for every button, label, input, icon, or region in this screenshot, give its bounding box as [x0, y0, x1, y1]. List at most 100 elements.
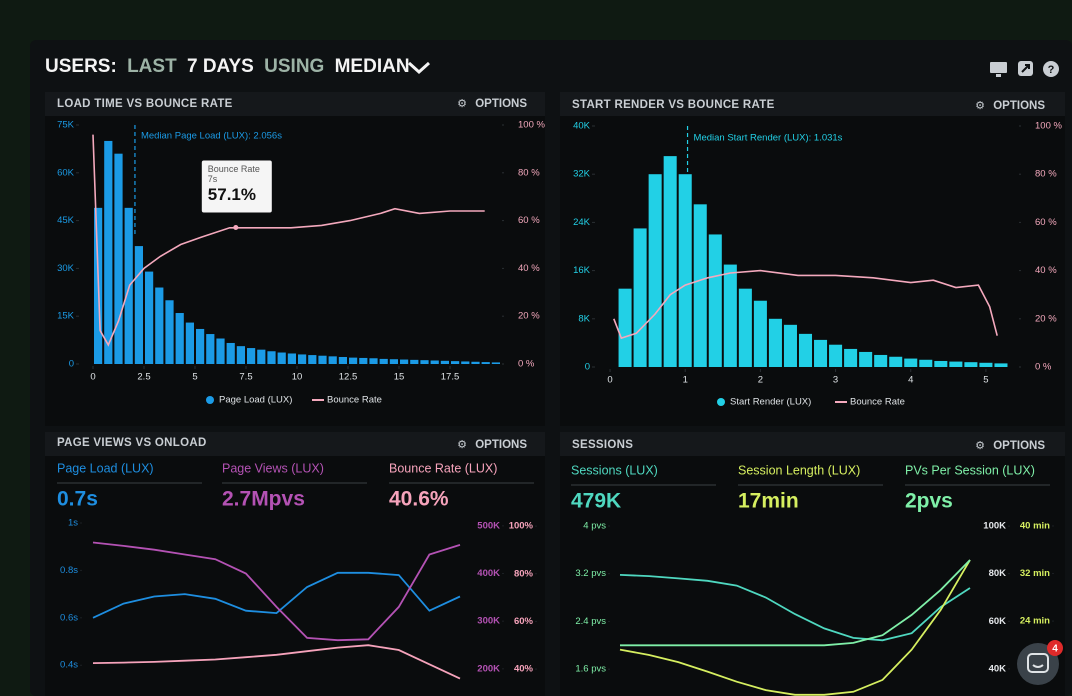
y2-tick-label: 20 %: [1035, 313, 1057, 324]
bar: [104, 140, 113, 364]
y3-tick-label: 32 min: [1020, 568, 1050, 579]
median-label: Median Page Load (LUX): 2.056s: [141, 131, 282, 142]
y-tick-label: 8K: [578, 313, 590, 324]
metric-label: Session Length (LUX): [738, 463, 860, 477]
y-tick-label: 1s: [68, 518, 78, 529]
panel-title: START RENDER VS BOUNCE RATE: [572, 99, 775, 111]
x-tick-label: 10: [292, 372, 303, 383]
y-tick-label: 24K: [573, 217, 591, 228]
bar: [196, 328, 205, 364]
bar: [185, 322, 194, 364]
y3-tick-label: 60%: [514, 616, 534, 627]
y2-tick-label: 500K: [477, 520, 500, 531]
bar: [155, 287, 164, 364]
bar: [114, 153, 123, 364]
y-tick-label: 4 pvs: [583, 520, 606, 531]
bar: [481, 362, 490, 364]
options-button[interactable]: OPTIONS: [475, 439, 527, 451]
title-part: USERS:: [45, 56, 117, 77]
tooltip-value: 57.1%: [208, 185, 256, 204]
bar: [349, 357, 358, 364]
header-title: USERS: LAST 7 DAYS USING MEDIAN: [45, 56, 410, 77]
x-tick-label: 2: [758, 375, 763, 386]
chat-widget[interactable]: 4: [1017, 640, 1063, 685]
x-tick-label: 1: [683, 375, 688, 386]
gear-icon[interactable]: ⚙: [457, 98, 467, 110]
y2-tick-label: 80 %: [1035, 169, 1057, 180]
badge-count: 4: [1052, 644, 1058, 655]
series-line: [92, 644, 461, 680]
y3-tick-label: 100%: [509, 521, 534, 532]
tooltip-box: [201, 160, 272, 213]
gear-icon[interactable]: ⚙: [457, 439, 467, 451]
bar: [663, 156, 677, 367]
bar: [430, 360, 439, 364]
metric-label: Page Load (LUX): [57, 461, 154, 475]
share-icon[interactable]: [1018, 61, 1033, 76]
bar: [618, 288, 632, 367]
bar: [267, 351, 276, 364]
dropdown-icon[interactable]: [407, 61, 431, 75]
y2-tick-label: 100 %: [1035, 121, 1062, 132]
bar: [359, 357, 368, 364]
y2-tick-label: 400K: [477, 568, 500, 579]
bar: [814, 339, 828, 367]
bounce-line: [613, 269, 998, 340]
legend-swatch: [717, 398, 725, 406]
options-button[interactable]: OPTIONS: [993, 100, 1045, 112]
metric-value: 2.7Mpvs: [222, 488, 305, 511]
bar: [798, 333, 813, 367]
metric-value: 40.6%: [389, 488, 449, 511]
gear-icon[interactable]: ⚙: [975, 440, 985, 452]
gear-icon[interactable]: ⚙: [975, 100, 985, 112]
x-tick-label: 15: [394, 372, 405, 383]
x-tick-label: 7.5: [239, 372, 252, 383]
legend-label: Bounce Rate: [850, 397, 905, 408]
bar: [904, 358, 918, 367]
svg-text:?: ?: [1048, 64, 1055, 76]
tooltip-title: Bounce Rate: [208, 164, 260, 174]
bar: [491, 362, 500, 364]
bar: [979, 362, 993, 367]
help-icon[interactable]: ?: [1043, 61, 1059, 77]
x-tick-label: 5: [192, 372, 197, 383]
y-tick-label: 15K: [57, 311, 75, 322]
y-tick-label: 40K: [573, 121, 591, 132]
x-tick-label: 17.5: [441, 372, 460, 383]
legend-swatch: [206, 396, 214, 404]
y2-tick-label: 300K: [477, 616, 500, 627]
panel-title: SESSIONS: [572, 439, 633, 451]
bar: [844, 348, 858, 367]
bar: [648, 174, 662, 367]
bar: [287, 353, 296, 364]
bar: [206, 334, 215, 364]
legend-label: Start Render (LUX): [730, 397, 811, 408]
bar: [216, 338, 225, 364]
tooltip-x: 7s: [208, 174, 218, 184]
y3-tick-label: 24 min: [1020, 616, 1050, 627]
bar: [440, 360, 449, 364]
y-tick-label: 0.8s: [60, 565, 78, 576]
bar: [298, 354, 307, 364]
y3-tick-label: 40 min: [1020, 520, 1050, 531]
y2-tick-label: 100K: [983, 521, 1006, 532]
y3-tick-label: 80%: [514, 568, 534, 579]
bar: [247, 348, 256, 364]
bar: [420, 360, 429, 364]
metric-label: Sessions (LUX): [571, 463, 658, 477]
bar: [461, 361, 470, 364]
panel: SESSIONS OPTIONS ⚙: [560, 432, 1065, 696]
y2-tick-label: 60K: [989, 616, 1007, 627]
y-tick-label: 32K: [573, 169, 591, 180]
series-line: [92, 571, 461, 619]
monitor-icon[interactable]: [990, 62, 1007, 77]
panel-title: PAGE VIEWS VS ONLOAD: [57, 437, 207, 449]
options-button[interactable]: OPTIONS: [475, 98, 527, 110]
bar: [175, 313, 184, 364]
bar: [994, 363, 1008, 367]
y-tick-label: 2.4 pvs: [575, 616, 606, 627]
options-button[interactable]: OPTIONS: [993, 440, 1045, 452]
y2-tick-label: 80K: [989, 568, 1007, 579]
